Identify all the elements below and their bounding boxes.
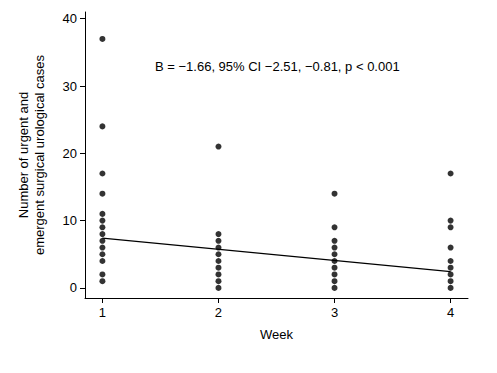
svg-text:emergent surgical urological c: emergent surgical urological cases xyxy=(32,54,47,255)
svg-text:40: 40 xyxy=(63,11,77,26)
svg-text:1: 1 xyxy=(99,305,106,320)
svg-text:0: 0 xyxy=(70,280,77,295)
svg-text:3: 3 xyxy=(331,305,338,320)
svg-text:Number of urgent and: Number of urgent and xyxy=(16,92,31,218)
svg-text:2: 2 xyxy=(215,305,222,320)
svg-text:B = −1.66, 95% CI −2.51, −0.81: B = −1.66, 95% CI −2.51, −0.81, p < 0.00… xyxy=(155,59,400,74)
svg-text:4: 4 xyxy=(447,305,454,320)
svg-text:30: 30 xyxy=(63,79,77,94)
svg-text:20: 20 xyxy=(63,146,77,161)
svg-text:10: 10 xyxy=(63,213,77,228)
svg-text:Week: Week xyxy=(260,327,293,342)
